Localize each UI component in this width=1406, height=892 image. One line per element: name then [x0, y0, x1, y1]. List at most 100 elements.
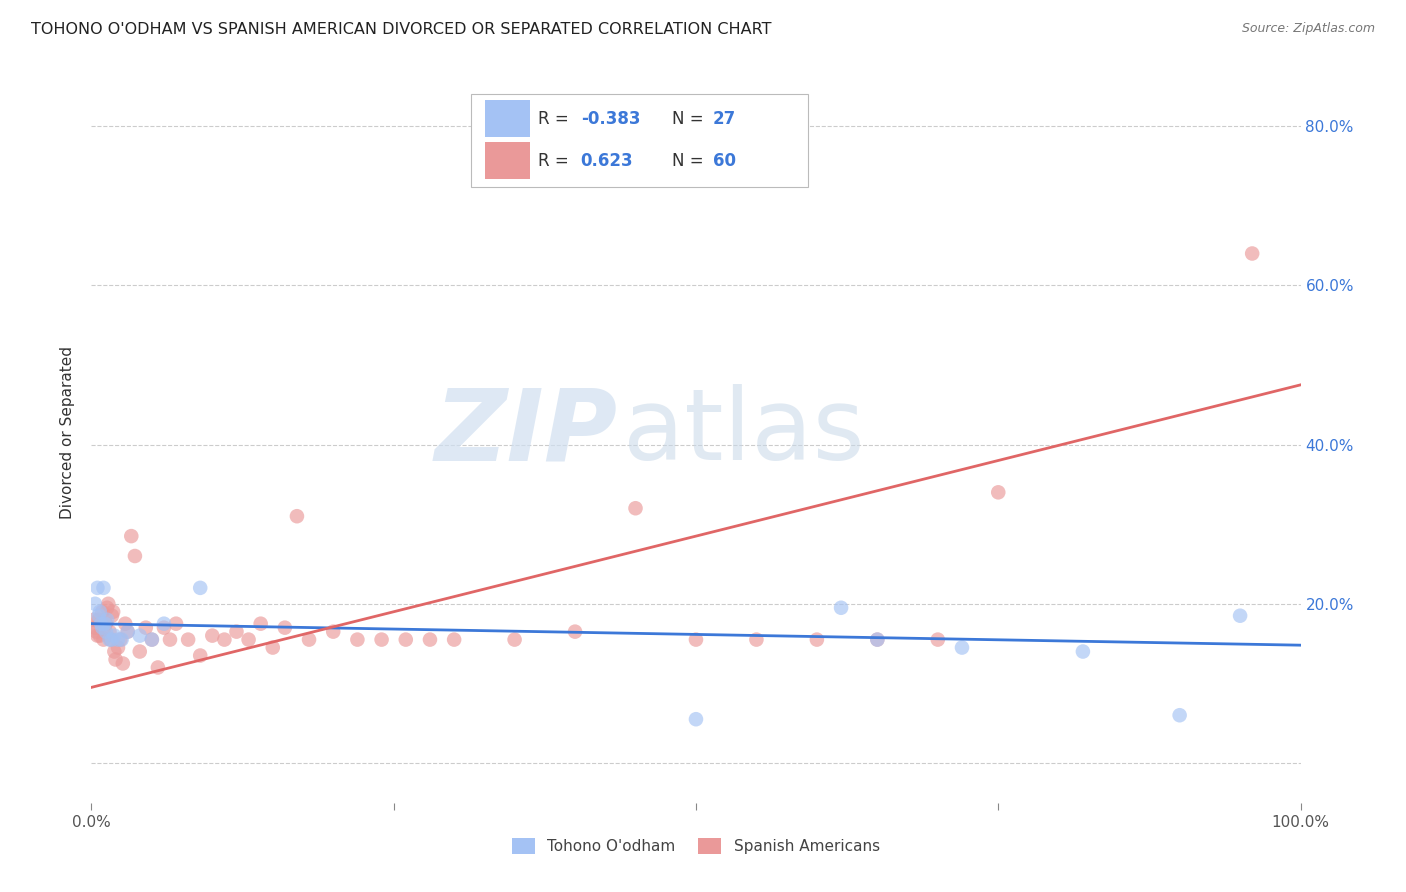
Point [503, 632, 526, 647]
Point [177, 632, 200, 647]
Point [101, 605, 124, 619]
Text: N =: N = [672, 110, 709, 128]
Y-axis label: Divorced or Separated: Divorced or Separated [60, 346, 76, 519]
Point [274, 621, 297, 635]
Point [419, 632, 441, 647]
Point [84, 597, 107, 611]
Point [96, 613, 118, 627]
Point [83, 613, 105, 627]
Text: atlas: atlas [623, 384, 865, 481]
Point [159, 632, 181, 647]
Point [86, 629, 108, 643]
Point [101, 608, 124, 623]
Point [117, 624, 139, 639]
Point [96, 600, 118, 615]
Point [114, 616, 136, 631]
Point [1229, 608, 1251, 623]
Point [94, 616, 117, 631]
Point [97, 597, 120, 611]
Text: Source: ZipAtlas.com: Source: ZipAtlas.com [1241, 22, 1375, 36]
Point [685, 632, 707, 647]
Point [84, 624, 107, 639]
Point [1168, 708, 1191, 723]
Point [98, 632, 121, 647]
Point [866, 632, 889, 647]
Point [153, 616, 176, 631]
Point [100, 632, 122, 647]
Point [93, 632, 115, 647]
Point [950, 640, 973, 655]
Point [103, 644, 125, 658]
Point [685, 712, 707, 726]
Text: 60: 60 [713, 152, 735, 169]
Point [153, 621, 176, 635]
Point [84, 621, 107, 635]
Point [94, 624, 117, 639]
Point [214, 632, 236, 647]
Point [93, 621, 115, 635]
Point [1241, 246, 1264, 260]
Text: 27: 27 [713, 110, 737, 128]
Point [262, 640, 284, 655]
Point [927, 632, 949, 647]
Point [1071, 644, 1094, 658]
Point [443, 632, 465, 647]
Point [90, 616, 112, 631]
Point [89, 629, 111, 643]
Point [135, 621, 157, 635]
Point [104, 652, 127, 666]
Text: ZIP: ZIP [434, 384, 617, 481]
Point [188, 648, 211, 663]
Point [987, 485, 1010, 500]
Text: R =: R = [538, 110, 575, 128]
Point [249, 616, 271, 631]
Point [91, 621, 114, 635]
Point [87, 608, 110, 623]
Point [120, 529, 142, 543]
Point [141, 632, 163, 647]
Point [370, 632, 392, 647]
Point [107, 640, 129, 655]
Point [117, 624, 139, 639]
Point [86, 581, 108, 595]
Point [90, 616, 112, 631]
Text: -0.383: -0.383 [581, 110, 640, 128]
Point [107, 632, 129, 647]
Point [830, 600, 852, 615]
Point [98, 624, 121, 639]
Point [564, 624, 586, 639]
Point [103, 629, 125, 643]
Point [188, 581, 211, 595]
Point [745, 632, 768, 647]
Point [624, 501, 647, 516]
Text: 0.623: 0.623 [581, 152, 633, 169]
Text: TOHONO O'ODHAM VS SPANISH AMERICAN DIVORCED OR SEPARATED CORRELATION CHART: TOHONO O'ODHAM VS SPANISH AMERICAN DIVOR… [31, 22, 772, 37]
Point [298, 632, 321, 647]
Point [111, 632, 132, 647]
Point [111, 657, 134, 671]
Point [110, 632, 132, 647]
Text: R =: R = [538, 152, 575, 169]
Point [395, 632, 418, 647]
Point [238, 632, 260, 647]
Point [93, 581, 115, 595]
Point [322, 624, 344, 639]
Point [201, 629, 224, 643]
Point [165, 616, 187, 631]
Point [91, 605, 114, 619]
Point [866, 632, 889, 647]
Point [124, 549, 146, 563]
Point [128, 629, 150, 643]
Text: N =: N = [672, 152, 709, 169]
Point [101, 632, 124, 647]
Point [89, 605, 111, 619]
Point [346, 632, 368, 647]
Point [225, 624, 247, 639]
Point [146, 660, 169, 674]
Point [141, 632, 163, 647]
Point [93, 616, 115, 631]
Point [87, 613, 110, 627]
Legend: Tohono O'odham, Spanish Americans: Tohono O'odham, Spanish Americans [505, 830, 887, 862]
Point [128, 644, 150, 658]
Point [285, 509, 308, 524]
